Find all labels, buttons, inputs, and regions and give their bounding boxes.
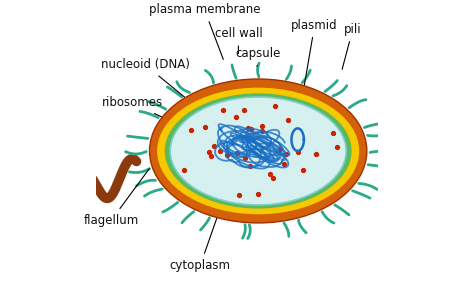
Ellipse shape: [149, 79, 367, 223]
Text: capsule: capsule: [236, 47, 281, 66]
Ellipse shape: [157, 87, 359, 214]
Text: cell wall: cell wall: [215, 27, 262, 54]
Text: cytoplasm: cytoplasm: [170, 211, 231, 272]
Text: nucleoid (DNA): nucleoid (DNA): [101, 58, 214, 121]
Text: plasma membrane: plasma membrane: [149, 3, 260, 60]
Text: plasmid: plasmid: [292, 19, 338, 113]
Text: ribosomes: ribosomes: [102, 97, 195, 133]
Ellipse shape: [165, 93, 352, 209]
Ellipse shape: [170, 97, 346, 205]
Text: flagellum: flagellum: [84, 169, 149, 227]
Text: pili: pili: [342, 23, 362, 69]
